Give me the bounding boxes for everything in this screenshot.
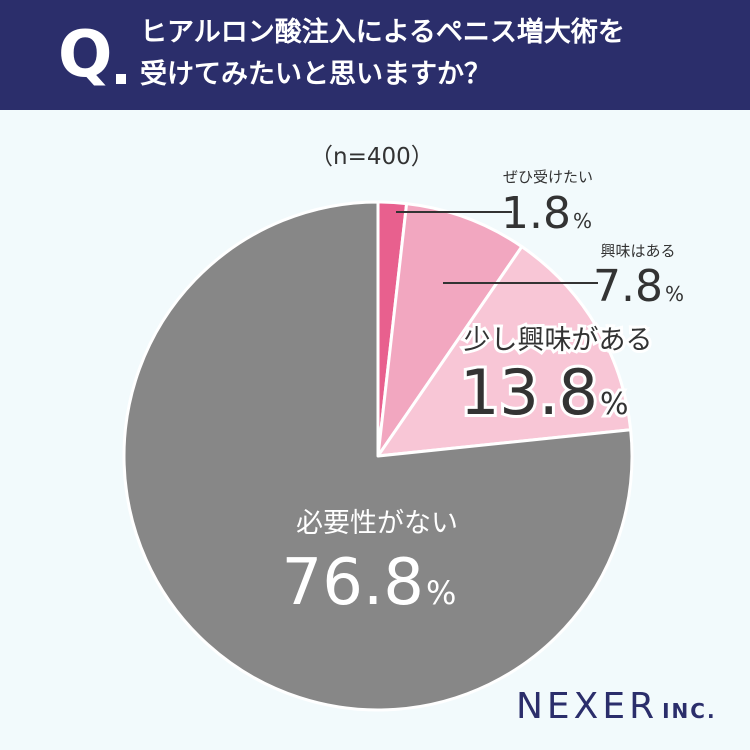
slice-label-want: ぜひ受けたい xyxy=(503,168,593,186)
nexer-logo: NEXER INC. xyxy=(516,686,717,727)
slice-unit-no: % xyxy=(426,574,456,612)
slice-value-slightly: 13.8 xyxy=(460,356,598,429)
leader-lines xyxy=(396,211,598,284)
q-mark: Q xyxy=(58,18,113,92)
slice-unit-interested: % xyxy=(665,282,684,306)
slice-value-interested: 7.8 xyxy=(593,261,663,312)
question-line-2: 受けてみたいと思いますか？ xyxy=(140,59,491,90)
logo-sub-text: INC. xyxy=(662,699,717,723)
question-line-1: ヒアルロン酸注入によるペニス増大術を xyxy=(140,17,625,48)
sample-size-label: （n=400） xyxy=(310,144,434,170)
q-dot xyxy=(116,74,126,84)
pie-slice-interested xyxy=(376,202,524,458)
slice-label-slightly: 少し興味がある xyxy=(464,325,653,356)
slice-unit-want: % xyxy=(573,209,592,233)
slice-unit-slightly: % xyxy=(600,387,629,422)
logo-main-text: NEXER xyxy=(516,686,659,727)
slice-value-no: 76.8 xyxy=(282,546,425,620)
header-banner: Q ヒアルロン酸注入によるペニス増大術を 受けてみたいと思いますか？ xyxy=(0,0,750,110)
pie-slice-no xyxy=(122,200,634,712)
slice-label-no: 必要性がない xyxy=(296,508,458,539)
slice-label-interested: 興味はある xyxy=(600,242,675,260)
slice-value-want: 1.8 xyxy=(501,188,571,239)
pie-slice-slightly xyxy=(376,245,633,458)
pie-slices xyxy=(122,200,634,712)
